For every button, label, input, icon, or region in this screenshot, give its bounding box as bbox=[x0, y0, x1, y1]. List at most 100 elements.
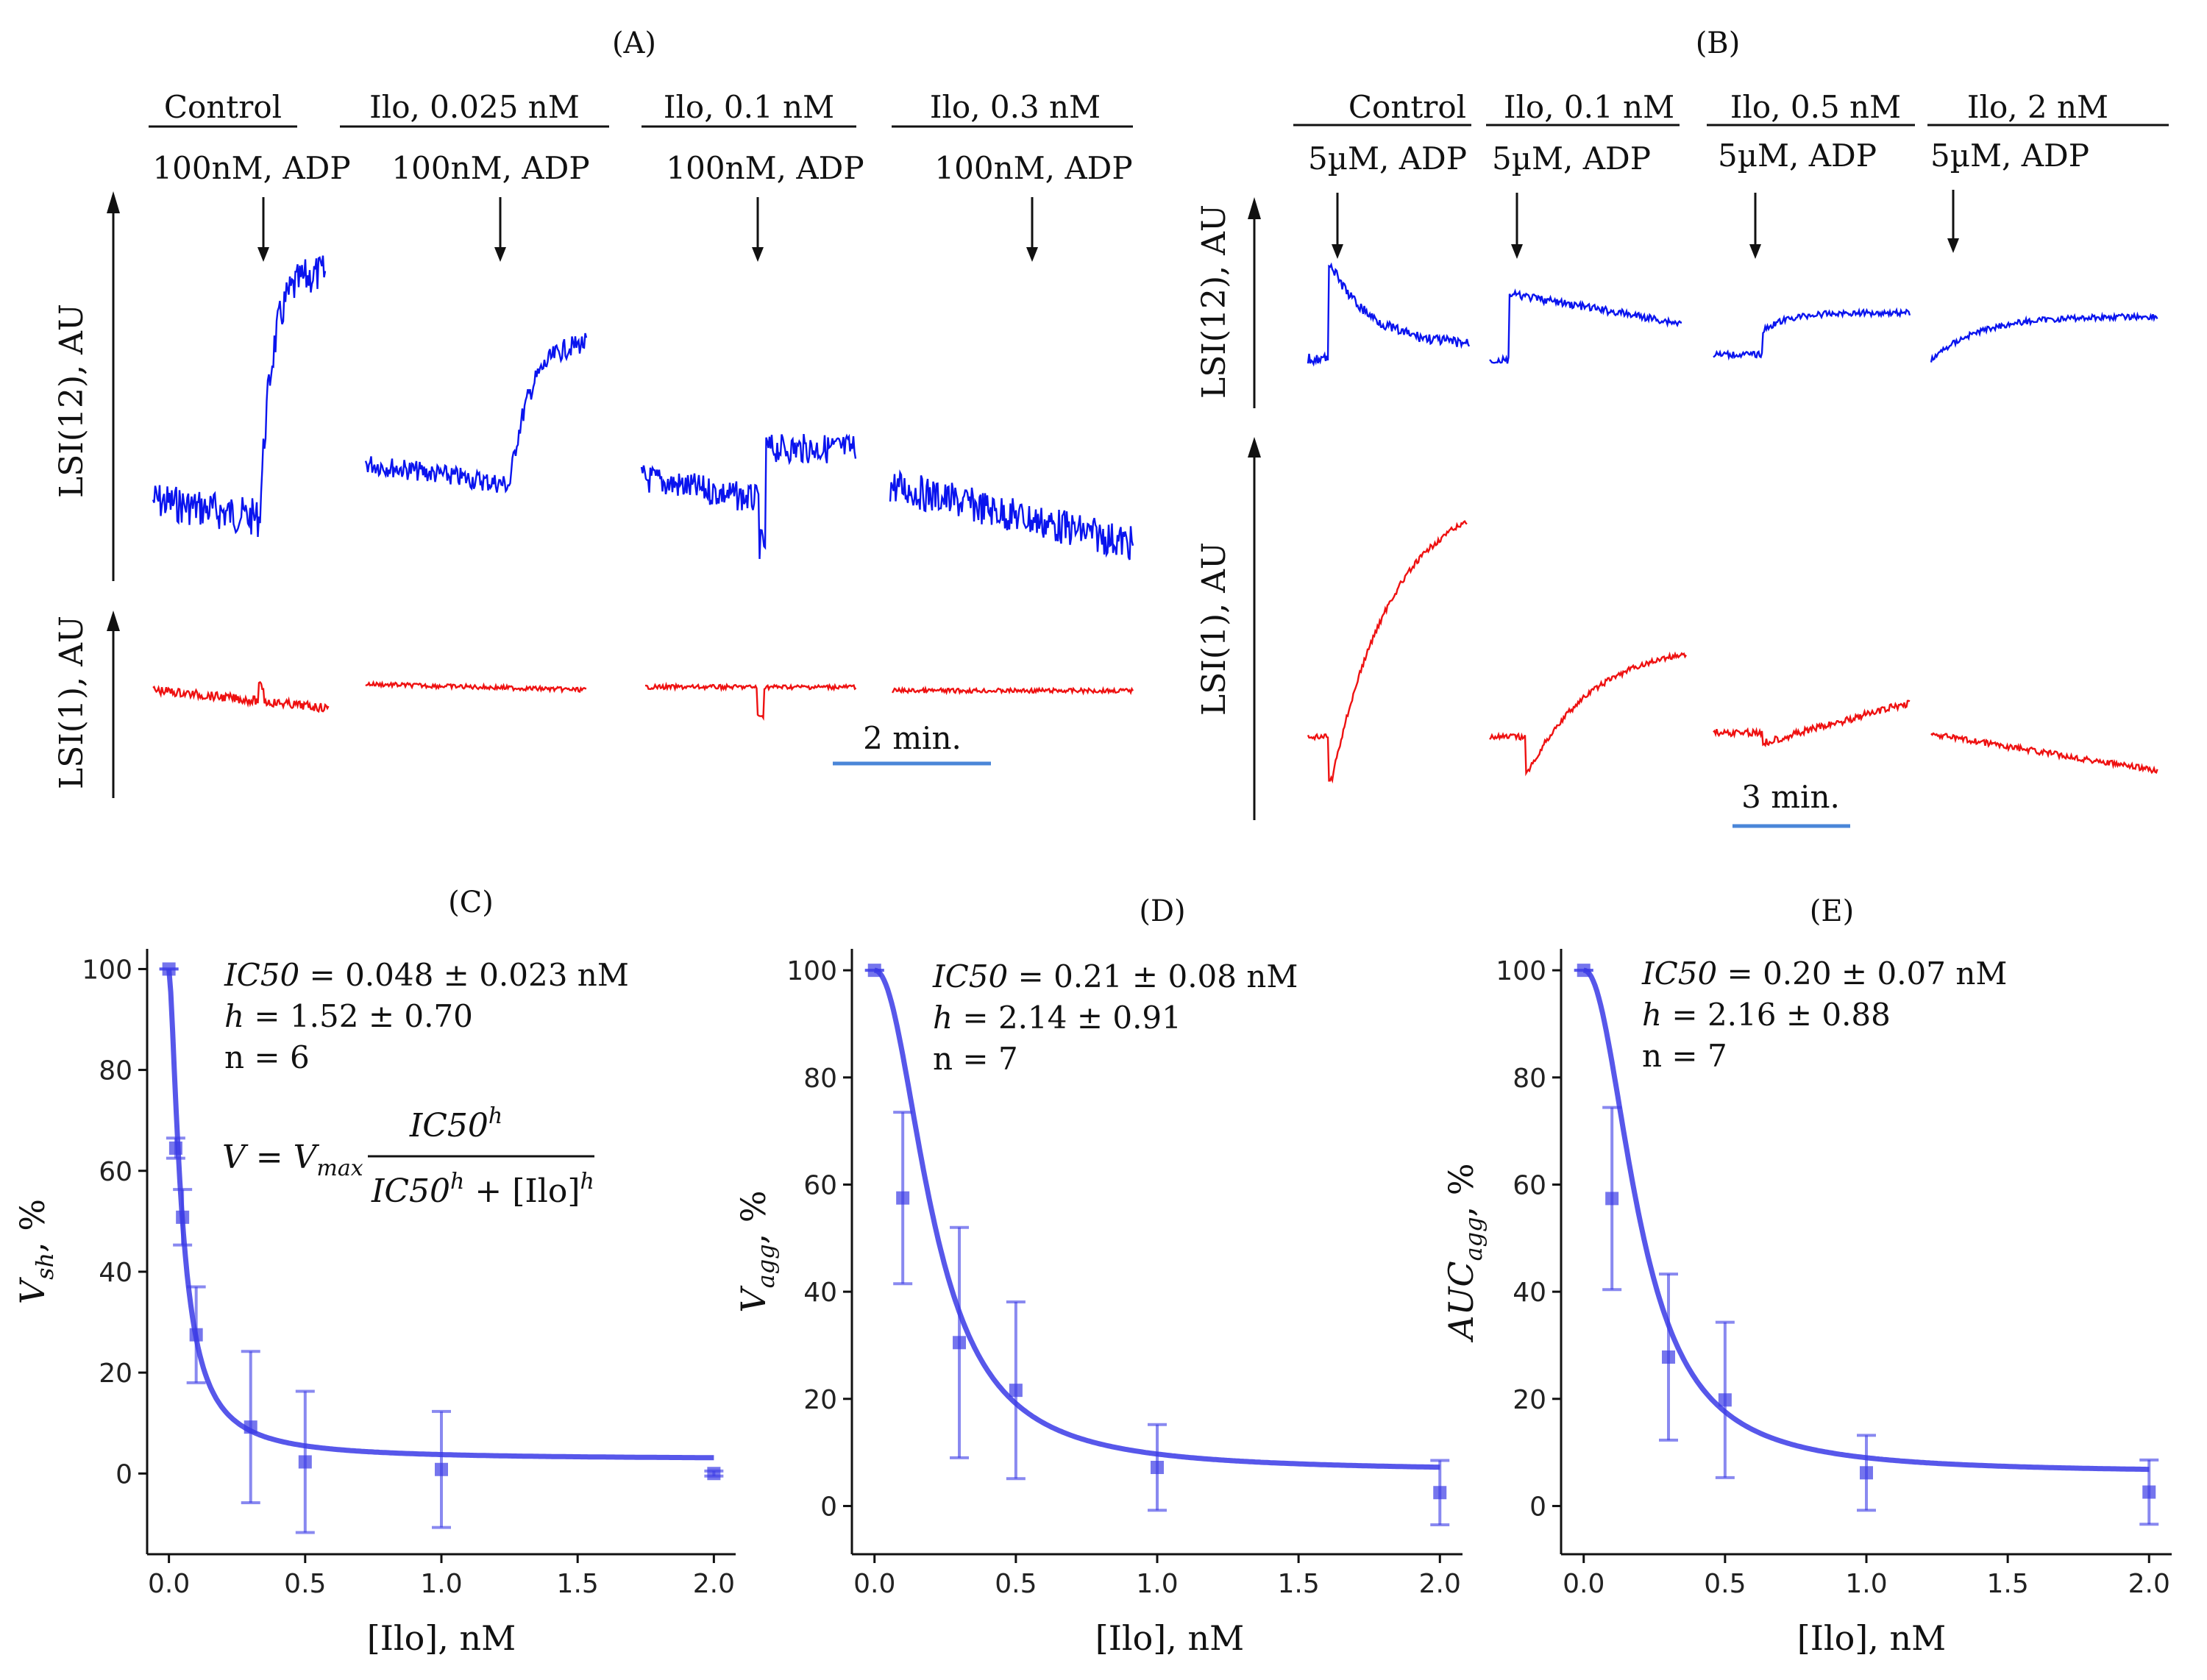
chart-e-ytick-label: 100 bbox=[1496, 956, 1546, 986]
chart-c-xlabel: [Ilo], nM bbox=[367, 1618, 516, 1658]
chart-e-ylabel-tail: , % bbox=[1441, 1163, 1481, 1217]
arrowhead-icon bbox=[1332, 244, 1343, 259]
panel-b-control-lsi1-trace bbox=[1307, 520, 1468, 784]
chart-d-data-point bbox=[953, 1336, 967, 1350]
panel-a-group-3-header: Ilo, 0.1 nM bbox=[664, 89, 834, 125]
chart-d-h-line: h = 2.14 ± 0.91 bbox=[933, 1000, 1181, 1036]
chart-d-title: (D) bbox=[1139, 894, 1185, 928]
chart-c-h-line: h = 1.52 ± 0.70 bbox=[224, 998, 473, 1034]
arrowhead-icon bbox=[1511, 244, 1523, 259]
chart-c-ytick-label: 40 bbox=[99, 1258, 132, 1288]
chart-e-ic50-line: IC50 = 0.20 ± 0.07 nM bbox=[1641, 955, 2007, 992]
chart-c-xtick-label: 1.5 bbox=[557, 1569, 599, 1599]
chart-c-ic50-value: = 0.048 ± 0.023 nM bbox=[299, 957, 629, 993]
panel-b-stimulus-arrows bbox=[1332, 190, 1959, 259]
chart-d-xtick-label: 2.0 bbox=[1419, 1569, 1461, 1599]
chart-c-xtick-label: 0.5 bbox=[284, 1569, 326, 1599]
panel-a-bottom-ylabel: LSI(1), AU bbox=[53, 616, 90, 789]
chart-d-ic50-label: IC50 bbox=[932, 958, 1008, 994]
panel-b-group-1-header: Control bbox=[1348, 89, 1466, 125]
panel-a-group-2-header: Ilo, 0.025 nM bbox=[369, 89, 580, 125]
chart-d-xtick-label: 0.5 bbox=[995, 1569, 1037, 1599]
chart-d-n: n = 7 bbox=[933, 1041, 1018, 1077]
panel-a-control-lsi12-trace bbox=[152, 255, 327, 537]
panel-b-ilo-01-lsi12-trace bbox=[1489, 288, 1682, 364]
arrowhead-icon bbox=[494, 247, 506, 262]
chart-d: (D) 0 20 40 60 80 100 0.0 0.5 1.0 1.5 2.0 [Ilo], nM V… bbox=[733, 894, 1463, 1658]
chart-c-ylabel-main: V bbox=[13, 1276, 52, 1304]
chart-d-ylabel-main: V bbox=[733, 1285, 773, 1313]
panel-a-stimulus-arrows bbox=[257, 197, 1038, 262]
chart-d-annotations: IC50 = 0.21 ± 0.08 nM h = 2.14 ± 0.91 n … bbox=[932, 958, 1298, 1077]
chart-e-data-point bbox=[2142, 1485, 2156, 1499]
chart-e-data-point bbox=[1605, 1192, 1619, 1206]
chart-c-data-point bbox=[244, 1420, 257, 1434]
chart-c-annotations: IC50 = 0.048 ± 0.023 nM h = 1.52 ± 0.70 … bbox=[222, 957, 629, 1210]
arrowhead-icon bbox=[752, 247, 764, 262]
chart-e-xtick-label: 2.0 bbox=[2128, 1569, 2170, 1599]
chart-e-ylabel-main: AUC bbox=[1441, 1261, 1481, 1342]
chart-d-ytick-label: 60 bbox=[803, 1170, 837, 1200]
chart-c-data-point bbox=[189, 1328, 203, 1342]
panel-b-ilo-2-lsi1-trace bbox=[1930, 732, 2158, 775]
equation-lhs-sub: max bbox=[316, 1156, 363, 1181]
chart-d-ytick-label: 20 bbox=[803, 1385, 837, 1415]
chart-e-xtick-label: 0.0 bbox=[1563, 1569, 1604, 1599]
chart-e-h-line: h = 2.16 ± 0.88 bbox=[1642, 997, 1891, 1033]
chart-c-h-value: = 1.52 ± 0.70 bbox=[244, 998, 473, 1034]
chart-e-xtick-label: 0.5 bbox=[1704, 1569, 1746, 1599]
chart-d-data-point bbox=[1151, 1461, 1164, 1475]
chart-e-ic50-label: IC50 bbox=[1641, 955, 1717, 992]
chart-d-ic50-value: = 0.21 ± 0.08 nM bbox=[1008, 958, 1298, 994]
panel-b-label: (B) bbox=[1696, 26, 1741, 60]
panel-b-top-axis-arrowhead-icon bbox=[1248, 197, 1261, 219]
panel-a-group-1-stimulus: 100nM, ADP bbox=[152, 150, 350, 186]
panel-b-ilo-05-lsi12-trace bbox=[1713, 307, 1911, 361]
panel-a-bottom-axis-arrowhead-icon bbox=[107, 611, 120, 631]
equation-denominator-a: IC50 bbox=[371, 1172, 450, 1210]
panel-a-scale-bar-label: 2 min. bbox=[863, 720, 962, 756]
panel-b-group-3-header: Ilo, 0.5 nM bbox=[1730, 89, 1901, 125]
panel-b-group-1-stimulus: 5µM, ADP bbox=[1308, 140, 1467, 177]
chart-d-data-point bbox=[896, 1191, 910, 1205]
chart-c-data-point bbox=[298, 1455, 312, 1469]
chart-e-xtick-label: 1.5 bbox=[1986, 1569, 2028, 1599]
chart-c-ic50-line: IC50 = 0.048 ± 0.023 nM bbox=[224, 957, 629, 993]
equation-denominator-b: + [Ilo] bbox=[464, 1172, 580, 1210]
chart-d-h-label: h bbox=[933, 1000, 953, 1036]
chart-d-data-point bbox=[867, 964, 881, 978]
chart-c-title: (C) bbox=[448, 886, 494, 919]
panel-b-group-2-stimulus: 5µM, ADP bbox=[1492, 140, 1651, 177]
panel-a-control-lsi1-trace bbox=[152, 680, 330, 713]
chart-d-ic50-line: IC50 = 0.21 ± 0.08 nM bbox=[932, 958, 1298, 994]
chart-d-xtick-label: 0.0 bbox=[853, 1569, 895, 1599]
panel-b-top-ylabel: LSI(12), AU bbox=[1195, 204, 1233, 399]
chart-d-data-point bbox=[1433, 1486, 1447, 1500]
chart-c-xtick-label: 0.0 bbox=[148, 1569, 190, 1599]
chart-c-ytick-label: 100 bbox=[82, 955, 132, 985]
panel-b-group-4-stimulus: 5µM, ADP bbox=[1930, 138, 2089, 174]
panel-b-scale-bar-label: 3 min. bbox=[1741, 779, 1840, 815]
chart-d-xtick-label: 1.0 bbox=[1136, 1569, 1178, 1599]
chart-e-n: n = 7 bbox=[1642, 1038, 1727, 1074]
chart-c-data-point bbox=[176, 1210, 190, 1224]
chart-e-data-point bbox=[1662, 1350, 1676, 1364]
panel-b-ilo-2-lsi12-trace bbox=[1930, 311, 2158, 363]
panel-a-top-axis-arrowhead-icon bbox=[107, 191, 120, 213]
panel-a-ilo-01-lsi1-trace bbox=[645, 681, 857, 721]
equation-denominator-exp-b: h bbox=[580, 1169, 594, 1195]
chart-d-ylabel-tail: , % bbox=[733, 1190, 773, 1244]
panel-a-group-1-header: Control bbox=[164, 89, 282, 125]
chart-d-ytick-label: 100 bbox=[786, 956, 837, 986]
panel-b: (B) Control Ilo, 0.1 nM Ilo, 0.5 nM Ilo,… bbox=[1195, 26, 2169, 828]
arrowhead-icon bbox=[1026, 247, 1038, 262]
chart-c-ylabel: Vsh, % bbox=[13, 1199, 59, 1304]
chart-d-xlabel: [Ilo], nM bbox=[1095, 1618, 1244, 1658]
chart-d-ytick-label: 80 bbox=[803, 1064, 837, 1094]
equation-denominator-line: IC50h + [Ilo]h bbox=[371, 1169, 594, 1210]
panel-a-ilo-0025-lsi1-trace bbox=[365, 680, 587, 694]
equation-numerator-exp: h bbox=[488, 1103, 502, 1129]
chart-c-xtick-label: 1.0 bbox=[420, 1569, 462, 1599]
panel-a-ilo-0025-lsi12-trace bbox=[364, 332, 588, 494]
